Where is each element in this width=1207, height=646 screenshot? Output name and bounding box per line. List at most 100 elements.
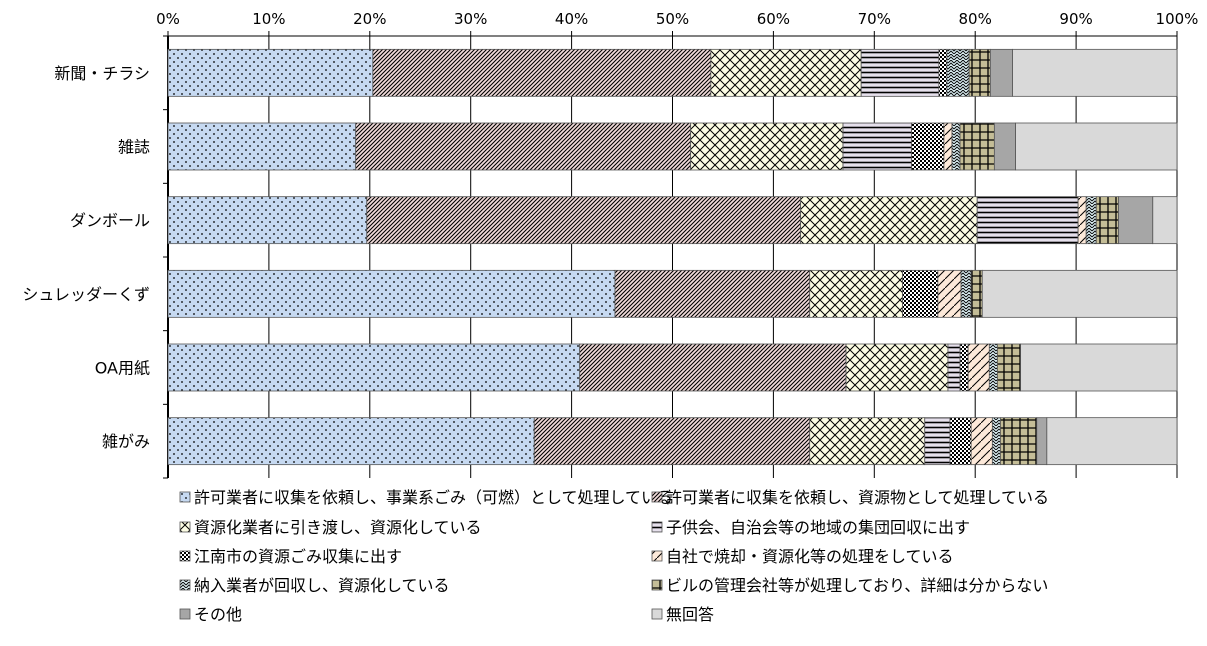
bar-segment-series-2 (372, 48, 712, 97)
bar-segment-series-7 (1085, 196, 1097, 245)
bar-segment-series-7 (951, 122, 961, 171)
bar-segment-series-2 (579, 343, 847, 392)
bar-segment-series-6 (943, 122, 953, 171)
legend-item: 許可業者に収集を依頼し、事業系ごみ（可燃）として処理している (179, 488, 673, 507)
bar-segment-series-4 (842, 122, 913, 171)
x-tick-label: 0% (156, 10, 180, 28)
category-label: 雑誌 (118, 138, 150, 157)
bar-segment-series-10 (1012, 48, 1178, 97)
bar-segment-series-4 (976, 196, 1079, 245)
bar-segment-series-8 (996, 343, 1022, 392)
bar-segment-series-4 (947, 343, 961, 392)
bar-segment-series-3 (809, 269, 903, 318)
legend-label: 納入業者が回収し、資源化している (194, 576, 450, 595)
legend-swatch (651, 579, 663, 591)
bars (167, 48, 1178, 466)
bar-segment-series-9 (993, 122, 1016, 171)
x-tick-label: 90% (1059, 10, 1092, 28)
x-tick-label: 60% (757, 10, 790, 28)
bar-segment-series-1 (167, 122, 357, 171)
category-label: 新聞・チラシ (54, 64, 150, 83)
legend-label: 無回答 (666, 605, 714, 624)
bar-segment-series-5 (911, 122, 945, 171)
bar-segment-series-10 (1152, 196, 1178, 245)
legend-label: 許可業者に収集を依頼し、事業系ごみ（可燃）として処理している (194, 488, 673, 507)
bar-segment-series-3 (845, 343, 949, 392)
bar-segment-series-5 (902, 269, 939, 318)
x-tick-label: 40% (555, 10, 588, 28)
legend-label: 資源化業者に引き渡し、資源化している (194, 518, 482, 537)
legend: 許可業者に収集を依頼し、事業系ごみ（可燃）として処理している許可業者に収集を依頼… (179, 488, 1049, 624)
bar-segment-series-10 (1046, 417, 1178, 466)
legend-item: 納入業者が回収し、資源化している (179, 576, 450, 595)
legend-label: 自社で焼却・資源化等の処理をしている (666, 547, 954, 566)
bar-segment-series-6 (937, 269, 962, 318)
bar-segment-series-4 (860, 48, 940, 97)
grid-lines (167, 36, 1178, 478)
bar-segment-series-2 (366, 196, 802, 245)
bar-segment-series-10 (1020, 343, 1178, 392)
bar-segment-series-7 (991, 417, 1001, 466)
bar-segment-series-6 (970, 417, 993, 466)
bar-segment-series-2 (355, 122, 692, 171)
legend-item: 自社で焼却・資源化等の処理をしている (651, 547, 954, 566)
bar-segment-series-7 (960, 269, 972, 318)
legend-swatch (651, 608, 663, 620)
bar-segment-series-8 (1095, 196, 1119, 245)
bar-segment-series-9 (1118, 196, 1154, 245)
legend-label: 江南市の資源ごみ収集に出す (194, 547, 402, 566)
category-label: シュレッダーくず (22, 285, 150, 304)
x-tick-label: 100% (1156, 10, 1199, 28)
x-axis-ticks: 0% 10% 20% 30% 40% 50% 60% 70% 80% 90% 100% (156, 10, 1198, 478)
x-tick-label: 50% (656, 10, 689, 28)
bar-segment-series-7 (988, 343, 998, 392)
bar-segment-series-8 (970, 269, 983, 318)
x-tick-label: 80% (959, 10, 992, 28)
legend-swatch (651, 521, 663, 533)
legend-item: 資源化業者に引き渡し、資源化している (179, 518, 482, 537)
legend-swatch (651, 550, 663, 562)
x-tick-label: 10% (252, 10, 285, 28)
bar-segment-series-6 (1077, 196, 1087, 245)
bar-segment-series-1 (167, 269, 616, 318)
bar-segment-series-8 (1000, 417, 1038, 466)
bar-segment-series-3 (710, 48, 862, 97)
bar-segment-series-2 (614, 269, 811, 318)
legend-item: その他 (179, 605, 242, 624)
bar-segment-series-6 (967, 343, 990, 392)
category-label: OA用紙 (95, 359, 150, 378)
bar-segment-series-1 (167, 48, 374, 97)
bar-segment-series-9 (1036, 417, 1048, 466)
bar-segment-series-10 (1015, 122, 1178, 171)
bar-segment-series-3 (800, 196, 978, 245)
legend-swatch (179, 521, 191, 533)
x-tick-label: 20% (353, 10, 386, 28)
category-label: ダンボール (70, 211, 150, 230)
legend-label: ビルの管理会社等が処理しており、詳細は分からない (666, 576, 1048, 595)
bar-segment-series-9 (989, 48, 1013, 97)
bar-segment-series-8 (959, 122, 995, 171)
legend-label: 子供会、自治会等の地域の集団回収に出す (666, 518, 970, 537)
legend-label: 許可業者に収集を依頼し、資源物として処理している (666, 488, 1049, 507)
bar-segment-series-5 (959, 343, 969, 392)
legend-swatch (179, 608, 191, 620)
legend-item: 江南市の資源ごみ収集に出す (179, 547, 402, 566)
legend-item: 許可業者に収集を依頼し、資源物として処理している (651, 488, 1049, 507)
bar-segment-series-3 (690, 122, 844, 171)
legend-item: 子供会、自治会等の地域の集団回収に出す (651, 518, 970, 537)
x-tick-label: 30% (454, 10, 487, 28)
bar-segment-series-3 (809, 417, 926, 466)
bar-segment-series-1 (167, 196, 368, 245)
legend-label: その他 (194, 605, 242, 624)
legend-swatch (179, 491, 191, 503)
legend-item: 無回答 (651, 605, 714, 624)
bar-segment-series-2 (533, 417, 811, 466)
x-tick-label: 70% (858, 10, 891, 28)
bar-segment-series-4 (924, 417, 951, 466)
category-label: 雑がみ (102, 432, 150, 451)
legend-swatch (179, 550, 191, 562)
bar-segment-series-5 (949, 417, 972, 466)
legend-swatch (179, 579, 191, 591)
